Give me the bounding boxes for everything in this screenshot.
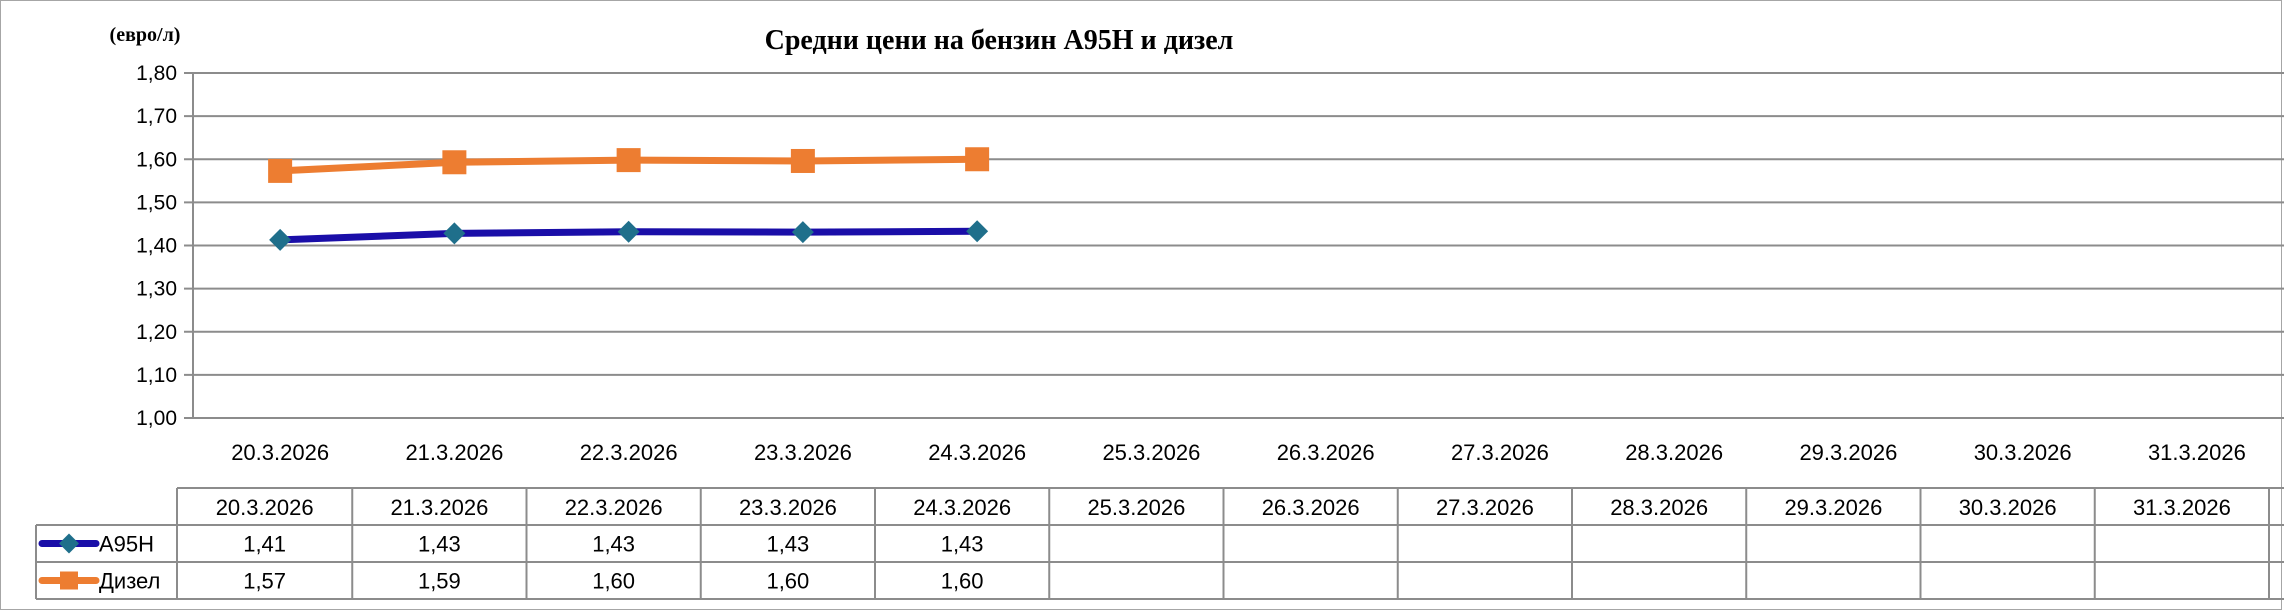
table-header-cell: 25.3.2026 (1087, 495, 1185, 520)
table-value-cell: 1,60 (941, 569, 984, 594)
x-tick-label: 21.3.2026 (405, 440, 503, 465)
table-header-cell: 28.3.2026 (1610, 495, 1708, 520)
table-value-cell: 1,60 (592, 569, 635, 594)
chart-title: Средни цени на бензин А95Н и дизел (765, 25, 1234, 56)
data-point-square (442, 150, 467, 175)
y-tick-label: 1,70 (136, 105, 177, 128)
data-point-diamond (966, 220, 989, 243)
y-axis-unit-label: (евро/л) (110, 24, 181, 46)
table-header-cell: 30.3.2026 (1959, 495, 2057, 520)
x-tick-label: 26.3.2026 (1277, 440, 1375, 465)
table-header-cell: 22.3.2026 (565, 495, 663, 520)
y-tick-label: 1,80 (136, 62, 177, 85)
data-point-square (965, 147, 990, 172)
y-tick-label: 1,00 (136, 407, 177, 430)
table-header-cell: 24.3.2026 (913, 495, 1011, 520)
x-tick-label: 25.3.2026 (1102, 440, 1200, 465)
table-header-cell: 29.3.2026 (1784, 495, 1882, 520)
y-tick-label: 1,20 (136, 321, 177, 344)
table-header-cell: 23.3.2026 (739, 495, 837, 520)
table-header-cell: 31.3.2026 (2133, 495, 2231, 520)
data-point-diamond (269, 228, 292, 251)
y-tick-label: 1,60 (136, 148, 177, 171)
data-point-square (790, 148, 815, 173)
x-tick-label: 20.3.2026 (231, 440, 329, 465)
legend-label: А95Н (99, 532, 154, 557)
legend-marker-square (60, 571, 78, 590)
table-value-cell: 1,43 (941, 532, 984, 557)
y-tick-label: 1,40 (136, 235, 177, 258)
table-value-cell: 1,57 (243, 569, 286, 594)
table-value-cell: 1,60 (766, 569, 809, 594)
y-tick-label: 1,10 (136, 364, 177, 387)
table-header-cell: 26.3.2026 (1262, 495, 1360, 520)
x-tick-label: 27.3.2026 (1451, 440, 1549, 465)
table-header-cell: 20.3.2026 (216, 495, 314, 520)
data-point-square (268, 158, 293, 183)
table-value-cell: 1,41 (243, 532, 286, 557)
x-tick-label: 23.3.2026 (754, 440, 852, 465)
legend-marker-diamond (59, 533, 79, 554)
table-header-cell: 27.3.2026 (1436, 495, 1534, 520)
y-tick-label: 1,50 (136, 191, 177, 214)
data-point-square (616, 148, 641, 173)
legend-label: Дизел (99, 569, 160, 594)
x-tick-label: 30.3.2026 (1974, 440, 2072, 465)
table-value-cell: 1,43 (418, 532, 461, 557)
data-point-diamond (443, 222, 466, 245)
table-header-cell: 21.3.2026 (390, 495, 488, 520)
table-value-cell: 1,59 (418, 569, 461, 594)
data-point-diamond (791, 221, 814, 244)
x-tick-label: 22.3.2026 (580, 440, 678, 465)
y-tick-label: 1,30 (136, 278, 177, 301)
data-point-diamond (617, 220, 640, 243)
table-value-cell: 1,43 (766, 532, 809, 557)
x-tick-label: 28.3.2026 (1625, 440, 1723, 465)
x-tick-label: 29.3.2026 (1799, 440, 1897, 465)
x-tick-label: 31.3.2026 (2148, 440, 2246, 465)
table-value-cell: 1,43 (592, 532, 635, 557)
x-tick-label: 24.3.2026 (928, 440, 1026, 465)
